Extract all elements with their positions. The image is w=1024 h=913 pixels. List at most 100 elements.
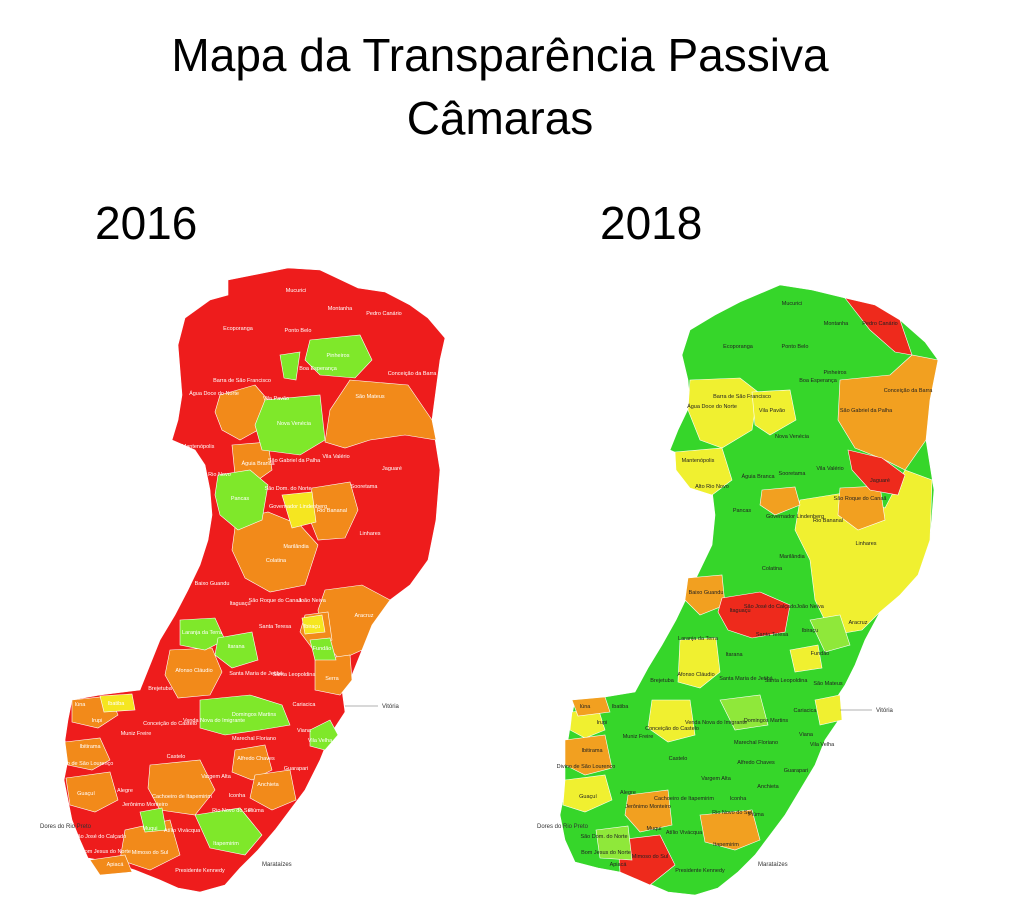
map-2018-region[interactable]: [687, 377, 759, 449]
municipality-label: Fundão: [313, 646, 332, 652]
map-2016-region[interactable]: [164, 647, 223, 699]
municipality-label: Domingos Martins: [232, 712, 277, 718]
map-2018-region[interactable]: [844, 297, 913, 356]
municipality-label: Colatina: [762, 566, 783, 572]
year-label-2018: 2018: [600, 197, 703, 249]
map-2016-region[interactable]: [179, 617, 226, 651]
municipality-label: Anchieta: [757, 784, 779, 790]
map-2016-region[interactable]: [309, 719, 339, 751]
municipality-label: Rio Bananal: [813, 518, 843, 524]
map-2016-region[interactable]: [194, 807, 263, 856]
municipality-label: Santa Maria de Jetibá: [719, 676, 773, 682]
municipality-label: Apiacá: [107, 862, 125, 868]
map-2016-region[interactable]: [99, 693, 136, 713]
municipality-label: Vila Valério: [816, 466, 843, 472]
municipality-label: São José do Calçado: [74, 834, 126, 840]
map-2016-region[interactable]: [254, 394, 326, 456]
map-2016-region[interactable]: [139, 807, 167, 833]
map-2016-region[interactable]: [65, 771, 119, 813]
municipality-label: Castelo: [669, 756, 688, 762]
municipality-label: Pancas: [733, 508, 752, 514]
map-2016-region[interactable]: [249, 769, 297, 811]
municipality-label: Piúma: [248, 808, 265, 814]
municipality-label: Águia Branca: [741, 473, 775, 480]
map-2018-region[interactable]: [624, 789, 673, 833]
municipality-label: Brejetuba: [650, 678, 674, 684]
municipality-label: Aracruz: [355, 613, 374, 619]
map-2018-region[interactable]: [717, 591, 791, 639]
municipality-label: Pinheiros: [327, 353, 350, 359]
municipality-label: Santa Leopoldina: [765, 678, 809, 684]
map-2018-region[interactable]: [719, 694, 769, 731]
map-2016-reference-places: Vitória Dores do Rio Preto Marataízes: [40, 704, 400, 868]
municipality-label: Jaguaré: [382, 466, 402, 472]
municipality-label: Brejetuba: [148, 686, 172, 692]
map-2016-region[interactable]: [309, 637, 337, 661]
map-2018-region[interactable]: [617, 834, 676, 886]
municipality-label: Governador Lindenberg: [766, 514, 824, 520]
municipality-label: Cachoeiro de Itapemirim: [654, 796, 714, 802]
map-2018-region[interactable]: [647, 699, 696, 743]
municipality-label: Guarapari: [284, 766, 308, 772]
map-2016-labels: Mucurici Montanha Pedro Canário Ecoporan…: [55, 288, 438, 874]
map-2018-region[interactable]: [595, 825, 633, 861]
map-2018-region[interactable]: [684, 574, 726, 616]
map-2018-region[interactable]: [571, 696, 611, 717]
municipality-label: Colatina: [266, 558, 287, 564]
map-2018-region[interactable]: [677, 637, 721, 689]
municipality-label: Governador Lindenberg: [269, 504, 327, 510]
municipality-label: Nova Venécia: [277, 421, 312, 427]
municipality-label: Viana: [799, 732, 814, 738]
municipality-label: Linhares: [855, 541, 876, 547]
map-2018-region[interactable]: [789, 644, 823, 673]
map-2018-region[interactable]: [794, 469, 933, 636]
municipality-label: Ponto Belo: [782, 344, 809, 350]
municipality-label: Vila Pavão: [263, 396, 289, 402]
map-2018-region[interactable]: [814, 694, 843, 726]
map-2018-region[interactable]: [699, 809, 761, 851]
map-2018-labels: Mucurici Montanha Pedro Canário Ecoporan…: [557, 301, 934, 874]
municipality-label: Pancas: [231, 496, 250, 502]
map-2018-region[interactable]: [674, 447, 733, 496]
map-2018-region[interactable]: [751, 389, 797, 436]
map-2018-region[interactable]: [759, 486, 801, 516]
map-2016-region[interactable]: [279, 351, 301, 381]
map-2018-region[interactable]: [809, 614, 851, 653]
map-2016-region[interactable]: [214, 469, 269, 531]
map-2016-region[interactable]: [231, 511, 319, 593]
municipality-label: Iconha: [229, 793, 246, 799]
map-2018-region[interactable]: [847, 449, 906, 496]
municipality-label: Domingos Martins: [744, 718, 789, 724]
municipality-label: Itarana: [227, 644, 245, 650]
map-2016-region[interactable]: [89, 854, 133, 876]
map-2016-region[interactable]: [301, 614, 326, 635]
municipality-label: Anchieta: [257, 782, 279, 788]
map-2016-region[interactable]: [214, 384, 269, 441]
municipality-label: João Neiva: [796, 604, 824, 610]
map-2018-region[interactable]: [837, 354, 939, 471]
municipality-label: Marilândia: [779, 554, 805, 560]
map-2016-region[interactable]: [304, 334, 373, 379]
city-label-dores-do-rio-preto: Dores do Rio Preto: [537, 824, 589, 830]
map-2016-region[interactable]: [64, 737, 111, 771]
municipality-label: Apiacá: [610, 862, 628, 868]
map-2018-region[interactable]: [564, 734, 613, 776]
map-2018-region[interactable]: [562, 774, 613, 813]
municipality-label: Laranja da Terra: [182, 630, 223, 636]
municipality-label: Mantenópolis: [182, 444, 215, 450]
municipality-label: Iconha: [730, 796, 747, 802]
map-2016-region[interactable]: [281, 491, 317, 529]
year-label-2016: 2016: [95, 197, 198, 249]
map-2016-region[interactable]: [314, 654, 353, 696]
municipality-label: Divino de São Lourenço: [55, 761, 114, 767]
map-2016-region[interactable]: [324, 379, 437, 449]
municipality-label: Bom Jesus do Norte: [81, 849, 131, 855]
municipality-label: Vargem Alta: [701, 776, 731, 782]
map-2016-region[interactable]: [199, 694, 291, 736]
municipality-label: Santa Teresa: [259, 624, 292, 630]
map-2016-region[interactable]: [214, 631, 259, 669]
municipality-label: Alegre: [117, 788, 133, 794]
municipality-label: Alfredo Chaves: [737, 760, 775, 766]
municipality-label: Piúma: [748, 812, 765, 818]
